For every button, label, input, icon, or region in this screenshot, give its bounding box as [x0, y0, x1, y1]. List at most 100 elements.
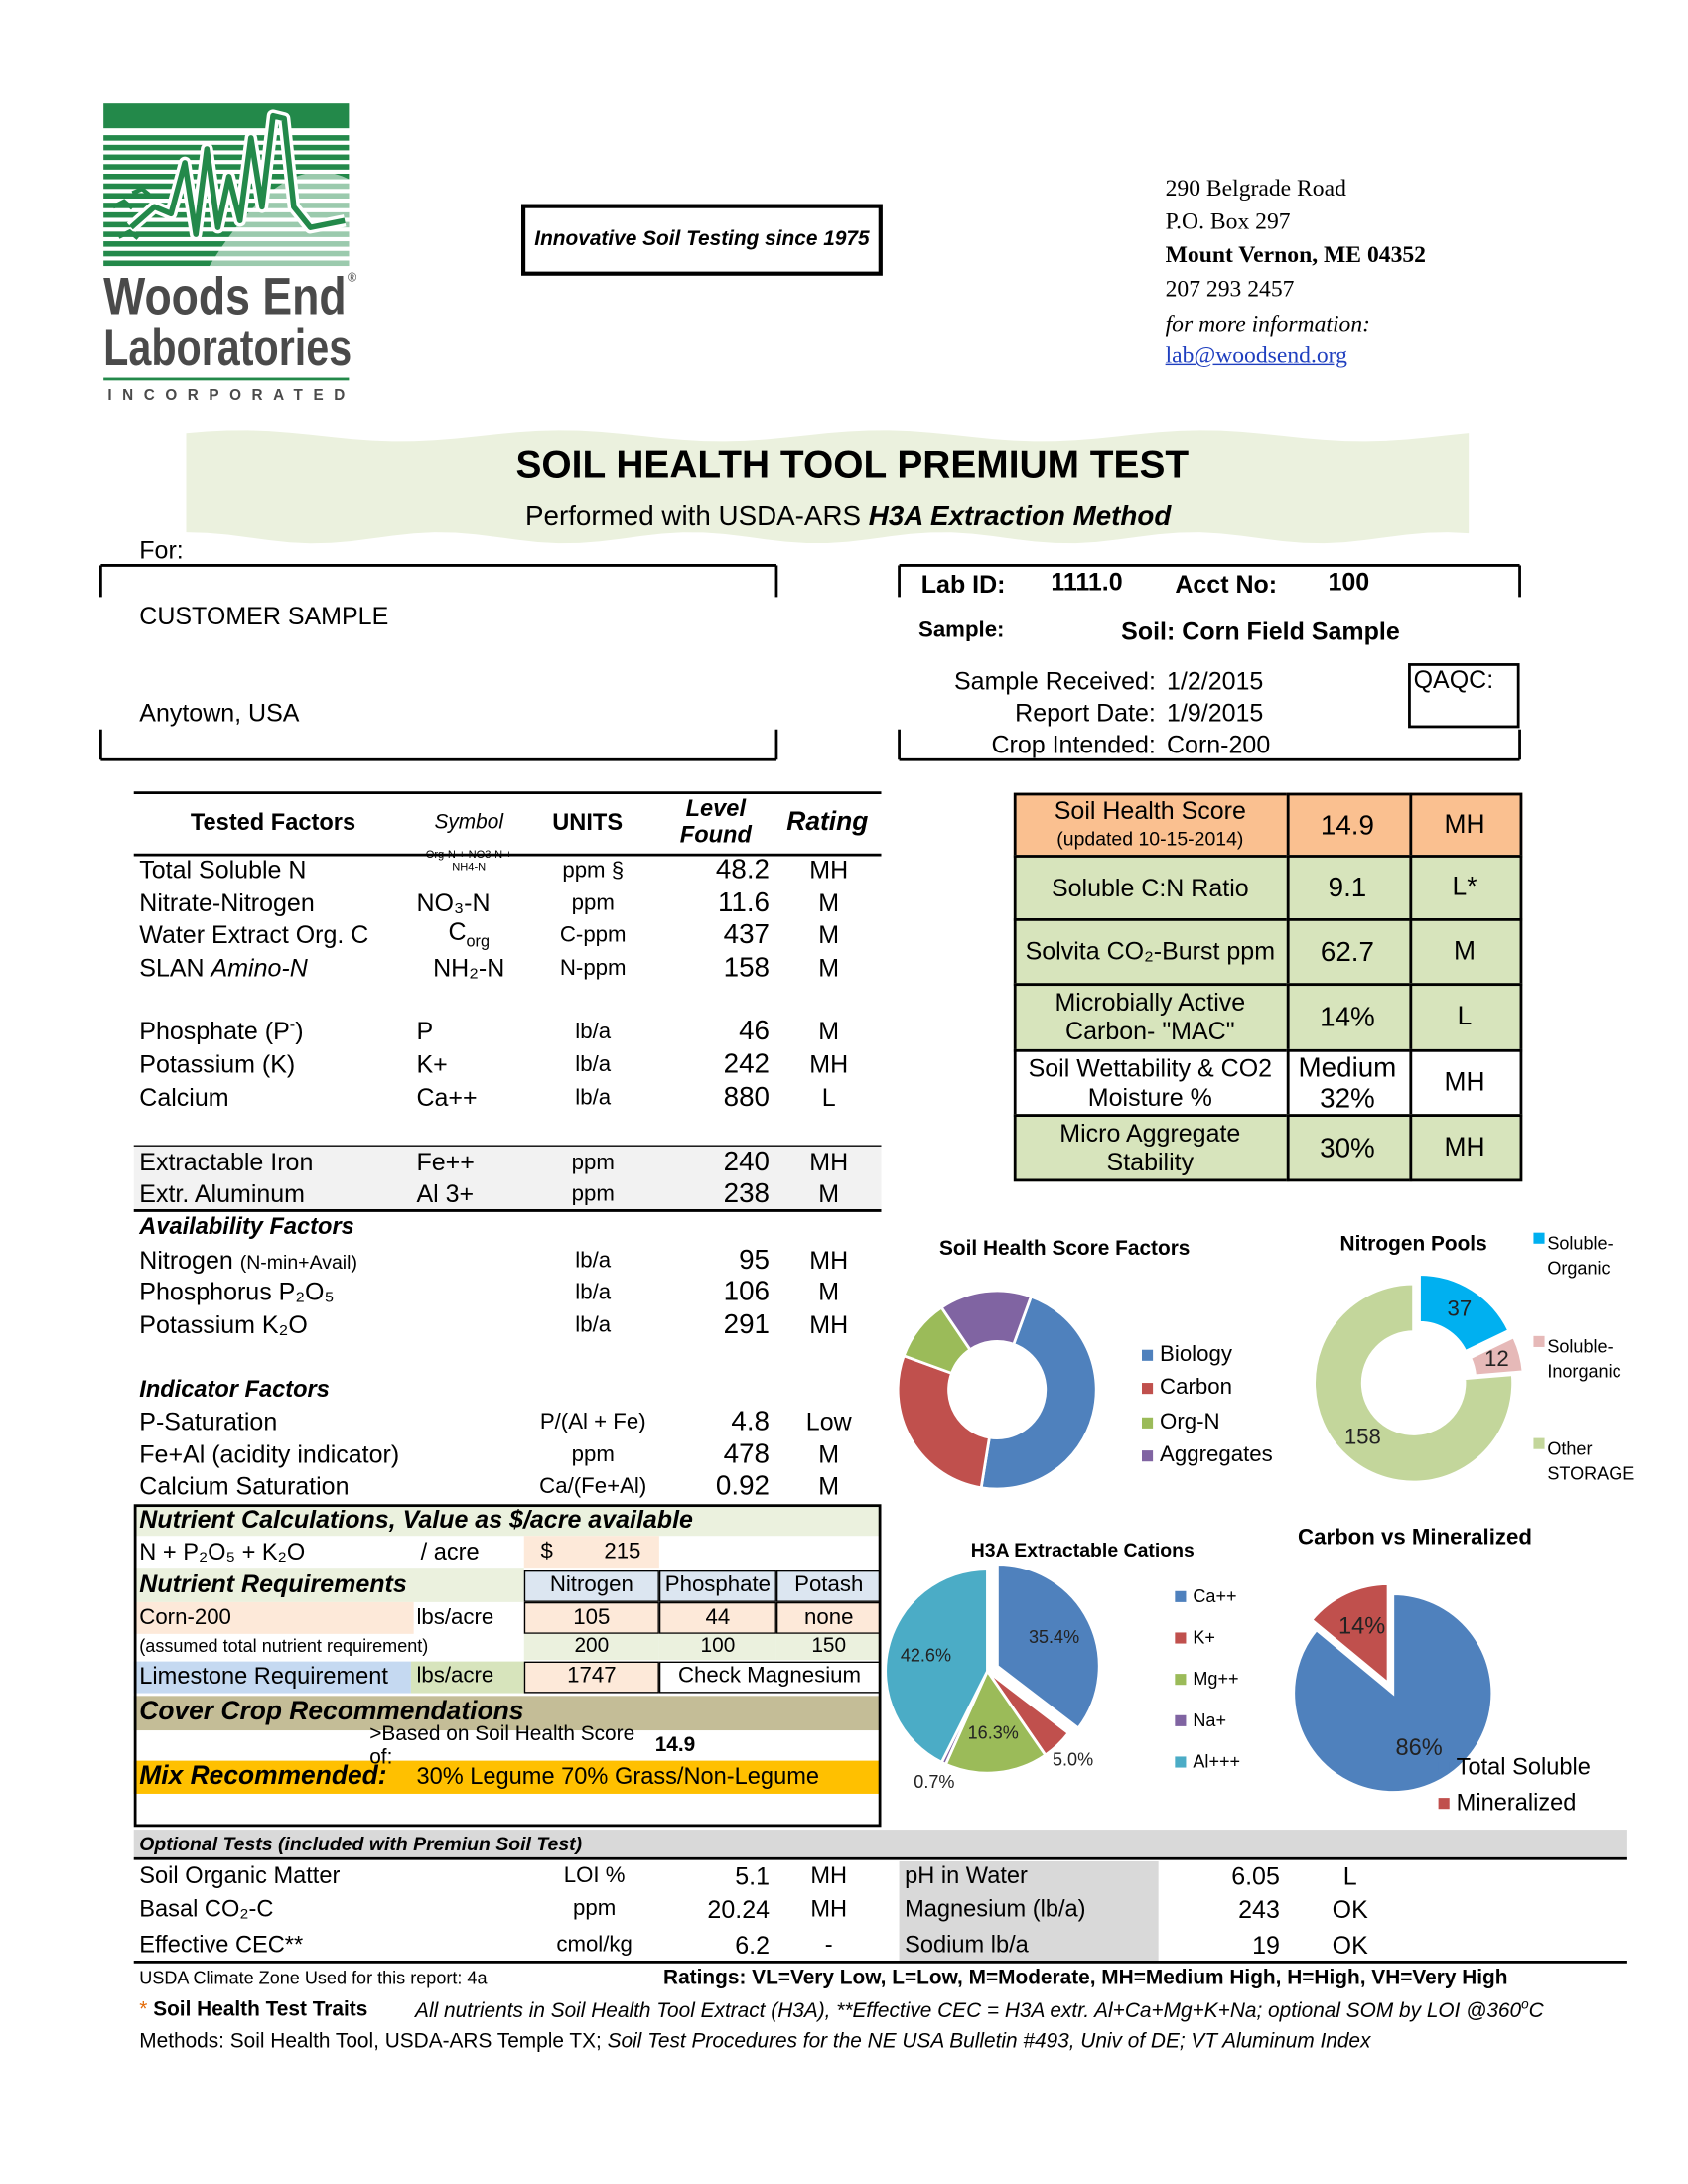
- legend-marker: [1142, 1450, 1154, 1462]
- legend-marker: [1175, 1714, 1187, 1726]
- label-shade: [899, 1861, 1159, 1962]
- footer-text: Methods: Soil Health Tool, USDA-ARS Temp…: [139, 2025, 1656, 2058]
- data-label: 35.4%: [1029, 1627, 1079, 1647]
- chart-title: Carbon vs Mineralized: [1235, 1522, 1594, 1555]
- factor-symbol-content: Al 3+: [416, 1179, 475, 1208]
- text: Check Magnesium: [659, 1660, 880, 1693]
- factor-rating: M: [787, 918, 870, 951]
- text: Mix Recommended:: [139, 1761, 415, 1794]
- text-content: Crop Intended:: [991, 730, 1156, 758]
- text-content: Soil: Corn Field Sample: [1121, 616, 1400, 645]
- test-units-content: ppm: [572, 1896, 617, 1921]
- logo-wave: [129, 112, 346, 237]
- score-cell: [1286, 1114, 1413, 1182]
- column-header: Rating: [773, 807, 883, 840]
- factor-units: lb/a: [524, 1245, 662, 1278]
- text: >Based on Soil Health Score of:: [369, 1721, 652, 1769]
- factor-units-content: lb/a: [575, 1280, 612, 1304]
- score-rating-content: MH: [1444, 1133, 1485, 1162]
- factor-units-content: lb/a: [575, 1313, 612, 1337]
- section-title: Optional Tests (included with Premiun So…: [139, 1830, 966, 1857]
- requirement-value-content: 105: [573, 1605, 611, 1630]
- text-segment: SLAN: [139, 953, 211, 982]
- label-cell: [133, 1661, 411, 1694]
- factor-symbol-content: Org-N + NO3-N + NH4-N: [425, 848, 512, 874]
- factor-name: Calcium Saturation: [139, 1470, 525, 1503]
- legend-label: Soluble-Inorganic: [1547, 1332, 1657, 1388]
- report-subtitle: Performed with USDA-ARS H3A Extraction M…: [227, 500, 1469, 533]
- text: Anytown, USA: [139, 696, 966, 729]
- logo-stripe: [103, 144, 350, 151]
- text-content: Check Magnesium: [677, 1664, 862, 1688]
- factor-name: Potassium K₂O: [139, 1308, 525, 1341]
- text-segment: Phosphate (P: [139, 1018, 290, 1045]
- text: Corn-200: [139, 1602, 401, 1635]
- data-label: 5.0%: [1053, 1750, 1093, 1770]
- test-value-content: 5.1: [735, 1861, 771, 1890]
- address-line: 290 Belgrade Road: [1166, 173, 1688, 205]
- row-shade: [133, 1146, 882, 1211]
- score-value-content: 30%: [1320, 1132, 1375, 1163]
- text-content: QAQC:: [1413, 665, 1494, 694]
- address-line-content: 290 Belgrade Road: [1165, 175, 1346, 203]
- test-name-content: Sodium lb/a: [905, 1932, 1029, 1959]
- score-rating: MH: [1411, 1050, 1518, 1115]
- factor-rating-content: M: [818, 888, 840, 917]
- logo-name: Woods End: [103, 268, 346, 327]
- factor-units: ppm: [524, 887, 662, 920]
- score-rating: MH: [1411, 794, 1518, 857]
- legend-label-content: Mg++: [1193, 1667, 1239, 1689]
- score-rating: L: [1411, 985, 1518, 1051]
- score-cell: [1013, 792, 1290, 858]
- footer-text: USDA Climate Zone Used for this report: …: [139, 1962, 649, 1994]
- requirement-value: 150: [776, 1633, 882, 1659]
- factor-units: N-ppm: [524, 953, 662, 986]
- factor-rating-content: M: [818, 1179, 840, 1208]
- legend-label: Ca++: [1193, 1580, 1399, 1613]
- factor-level: 95: [659, 1244, 770, 1277]
- chart-title: Nitrogen Pools: [1234, 1229, 1593, 1262]
- text-segment: C: [1528, 1998, 1544, 2023]
- legend-marker: [1438, 1798, 1450, 1810]
- factor-rating-content: L: [821, 1083, 836, 1111]
- column-header: UNITS: [518, 807, 656, 840]
- factor-rating-content: M: [818, 953, 840, 982]
- column-header: Potash: [776, 1570, 882, 1602]
- text: (assumed total nutrient requirement): [139, 1633, 522, 1659]
- factor-level-content: 478: [723, 1438, 771, 1469]
- report-title: SOIL HEALTH TOOL PREMIUM TEST: [231, 440, 1473, 489]
- text-segment: Nitrogen: [139, 1246, 240, 1274]
- test-value: 20.24: [645, 1893, 770, 1926]
- address-line-content: for more information:: [1165, 310, 1370, 338]
- factor-name: Nitrate-Nitrogen: [139, 887, 525, 919]
- text-content: Mix Recommended:: [139, 1762, 387, 1792]
- legend-marker: [1175, 1590, 1187, 1602]
- logo-birds: [111, 186, 151, 240]
- test-value-content: 6.05: [1231, 1861, 1280, 1890]
- legend-label: Other STORAGE: [1547, 1433, 1657, 1489]
- test-name: Effective CEC**: [139, 1929, 525, 1962]
- factor-rating: M: [787, 1470, 870, 1503]
- logo-name-2: Laboratories: [103, 319, 352, 377]
- factor-level-content: 46: [739, 1015, 771, 1046]
- factor-rating-content: M: [818, 1439, 840, 1468]
- text: 1/2/2015: [1167, 664, 1401, 697]
- legend-label-content: Total Soluble: [1456, 1753, 1591, 1781]
- pie-slice: [884, 1568, 989, 1765]
- column-header-cell: [658, 1570, 776, 1602]
- email-link[interactable]: lab@woodsend.org: [1166, 340, 1688, 372]
- legend-label-content: Na+: [1193, 1708, 1227, 1730]
- pie-slice: [943, 1668, 1048, 1775]
- test-units-content: LOI %: [563, 1863, 626, 1888]
- test-value-content: 6.2: [735, 1931, 771, 1960]
- report-title-content: SOIL HEALTH TOOL PREMIUM TEST: [515, 442, 1190, 485]
- logo-stripe: [103, 135, 350, 141]
- requirement-value-content: 150: [811, 1634, 847, 1658]
- column-header-cell: [523, 1570, 659, 1602]
- score-cell: [1409, 1114, 1523, 1182]
- legend-label: Mineralized: [1457, 1787, 1663, 1820]
- logo-hill: [207, 172, 350, 271]
- test-name-content: Magnesium (lb/a): [905, 1896, 1086, 1923]
